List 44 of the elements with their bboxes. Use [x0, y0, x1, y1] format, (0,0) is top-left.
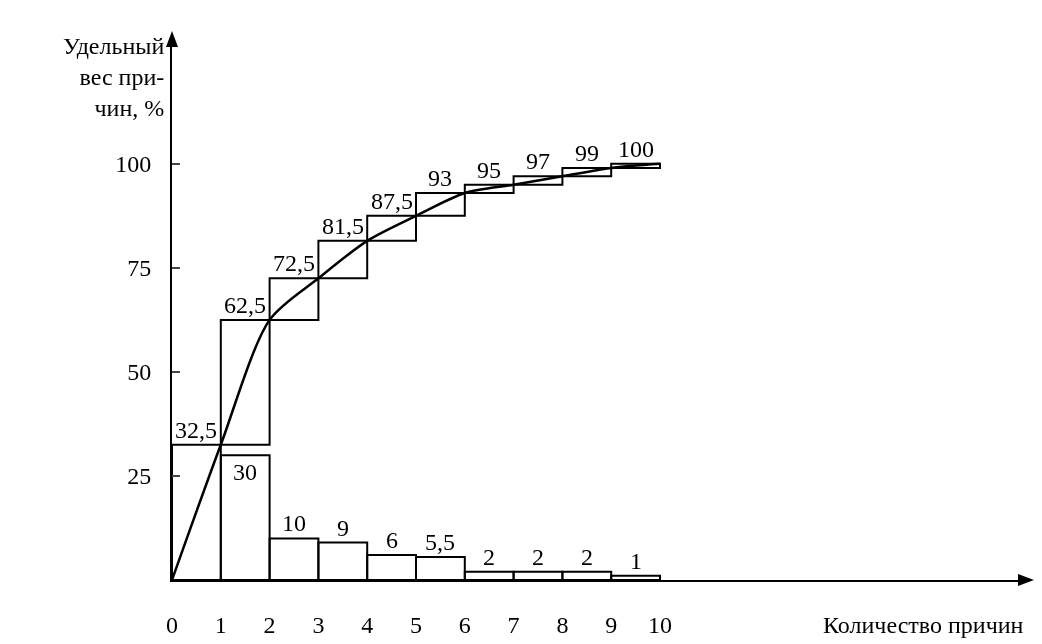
y-tick-label: 100	[115, 151, 152, 178]
data-label: 32,5	[175, 417, 217, 443]
x-tick-label: 0	[166, 611, 178, 638]
data-label: 5,5	[425, 529, 455, 555]
y-tick-label: 50	[127, 359, 152, 386]
data-label: 30	[233, 459, 257, 485]
x-tick-label: 2	[263, 611, 276, 638]
data-label: 2	[581, 544, 593, 570]
x-tick-label: 9	[605, 611, 618, 638]
data-label: 1	[630, 548, 642, 574]
data-label: 2	[483, 544, 495, 570]
data-label: 95	[477, 157, 501, 183]
x-tick-label: 8	[556, 611, 569, 638]
x-tick-label: 4	[361, 611, 374, 638]
data-label: 9	[337, 515, 349, 541]
bar	[268, 277, 320, 321]
bar	[512, 175, 564, 186]
x-tick-label: 7	[507, 611, 520, 638]
bar	[366, 214, 417, 242]
bar	[463, 183, 515, 194]
data-label: 100	[618, 136, 654, 162]
x-tick-label: 1	[214, 611, 227, 638]
data-label: 10	[282, 510, 306, 536]
x-tick-label: 5	[410, 611, 422, 638]
x-tick-label: 6	[458, 611, 471, 638]
data-label: 81,5	[322, 213, 364, 239]
data-label: 62,5	[224, 292, 266, 318]
data-label: 6	[386, 527, 398, 553]
y-tick-label: 25	[127, 463, 152, 490]
data-label: 93	[428, 165, 452, 191]
data-label: 72,5	[273, 250, 315, 276]
y-axis-title: Удельный вес при- чин, %	[63, 33, 165, 122]
bar	[415, 191, 466, 217]
bar	[561, 167, 613, 178]
x-axis-title: Количество причин	[823, 612, 1024, 638]
data-label: 87,5	[371, 188, 413, 214]
x-tick-label: 10	[648, 611, 672, 638]
data-label: 99	[575, 140, 599, 166]
bar	[219, 318, 271, 446]
y-tick-label: 75	[127, 255, 152, 282]
data-label: 2	[532, 544, 544, 570]
bar	[317, 239, 369, 280]
x-tick-label: 3	[312, 611, 325, 638]
data-label: 97	[526, 148, 550, 174]
